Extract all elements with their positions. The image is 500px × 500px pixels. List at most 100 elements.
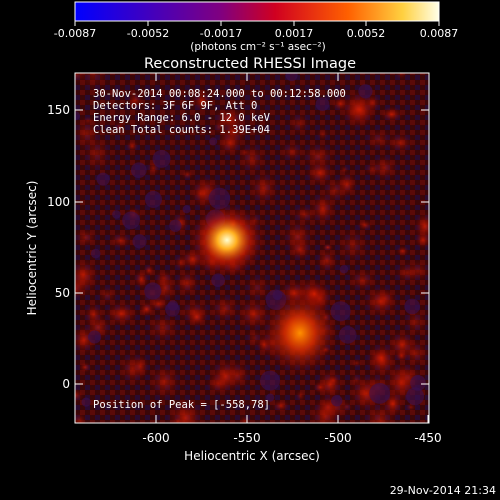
negative-texture xyxy=(266,393,275,402)
negative-texture xyxy=(406,387,425,406)
sidelobe-texture xyxy=(393,261,421,285)
sidelobe-texture xyxy=(108,231,133,250)
sidelobe-texture xyxy=(242,271,272,305)
colorbar-tick-label: -0.0017 xyxy=(200,27,242,40)
sidelobe-texture xyxy=(208,293,241,324)
negative-texture xyxy=(169,219,182,232)
sidelobe-texture xyxy=(75,227,99,248)
negative-texture xyxy=(211,273,225,288)
negative-texture xyxy=(144,190,163,209)
sidelobe-texture xyxy=(414,230,429,249)
sidelobe-texture xyxy=(75,257,100,293)
sidelobe-texture xyxy=(75,115,103,152)
negative-texture xyxy=(122,211,140,230)
sidelobe-texture xyxy=(287,237,313,262)
x-tick-label: -450 xyxy=(414,431,441,445)
y-axis-ticks xyxy=(75,109,429,385)
sidelobe-texture xyxy=(145,311,181,344)
negative-texture xyxy=(167,300,179,311)
sidelobe-texture xyxy=(166,397,205,423)
sidelobe-texture xyxy=(315,368,345,401)
sidelobe-texture xyxy=(113,121,126,133)
sidelobe-texture xyxy=(126,90,145,110)
sidelobe-texture xyxy=(316,127,330,142)
sidelobe-texture xyxy=(290,204,319,225)
sidelobe-texture xyxy=(373,349,390,366)
sidelobe-texture xyxy=(331,95,350,113)
sidelobe-texture xyxy=(402,306,429,338)
negative-texture xyxy=(209,137,218,146)
sidelobe-texture xyxy=(130,353,150,379)
negative-texture xyxy=(182,205,191,214)
negative-texture xyxy=(90,248,101,259)
sidelobe-texture xyxy=(336,171,358,198)
x-tick-label: -550 xyxy=(233,431,260,445)
x-ray-source-peak xyxy=(189,204,265,276)
negative-texture xyxy=(330,301,351,322)
colorbar-tick-label: 0.0087 xyxy=(420,27,459,40)
sidelobe-texture xyxy=(78,361,92,373)
negative-texture xyxy=(331,395,343,407)
sidelobe-texture xyxy=(181,168,194,181)
colorbar-tick-label: 0.0017 xyxy=(275,27,314,40)
annotation-clean: Clean Total counts: 1.39E+04 xyxy=(93,124,270,136)
sidelobe-texture xyxy=(185,306,208,328)
sidelobe-texture xyxy=(216,128,244,158)
negative-texture xyxy=(410,375,426,391)
plot-frame xyxy=(74,72,430,424)
sidelobe-texture xyxy=(271,399,291,413)
sidelobe-texture xyxy=(356,219,373,232)
sidelobe-texture xyxy=(361,284,400,319)
sidelobe-texture xyxy=(237,141,267,176)
negative-texture xyxy=(88,330,102,344)
sidelobe-texture xyxy=(173,268,200,298)
annotation-energy-range: Energy Range: 6.0 - 12.0 keV xyxy=(93,112,271,124)
y-tick-label: 150 xyxy=(47,103,70,117)
sidelobe-texture xyxy=(340,401,354,412)
negative-texture xyxy=(132,234,147,249)
negative-texture xyxy=(152,149,171,168)
sidelobe-texture xyxy=(278,140,306,163)
sidelobe-texture xyxy=(212,106,246,131)
colorbar-unit-label: (photons cm⁻² s⁻¹ asec⁻²) xyxy=(190,41,325,53)
sidelobe-texture xyxy=(394,73,408,80)
sidelobe-texture xyxy=(335,226,370,265)
negative-texture xyxy=(285,73,298,82)
x-tick-label: -600 xyxy=(142,431,169,445)
y-tick-label: 100 xyxy=(47,195,70,209)
sidelobe-texture xyxy=(363,127,394,152)
sidelobe-texture xyxy=(192,185,209,203)
sidelobe-texture xyxy=(172,416,184,423)
colorbar-tick-label: -0.0052 xyxy=(127,27,169,40)
colorbar-tick-label: -0.0087 xyxy=(54,27,96,40)
negative-texture xyxy=(260,370,280,391)
negative-texture xyxy=(75,111,81,121)
sidelobe-texture xyxy=(287,111,311,136)
y-tick-label: 50 xyxy=(55,286,70,300)
annotation-detectors: Detectors: 3F 6F 9F, Att 0 xyxy=(93,100,257,112)
x-axis-label: Heliocentric X (arcsec) xyxy=(184,449,320,463)
sidelobe-texture xyxy=(363,161,382,177)
negative-texture xyxy=(338,326,357,344)
negative-texture xyxy=(96,172,110,186)
sidelobe-texture xyxy=(172,253,189,272)
sidelobe-texture xyxy=(379,106,404,123)
y-axis-label: Heliocentric Y (arcsec) xyxy=(25,181,39,316)
negative-texture xyxy=(339,264,349,274)
sidelobe-texture xyxy=(191,88,212,113)
y-tick-label: 0 xyxy=(62,377,70,391)
negative-texture xyxy=(404,298,421,315)
colorbar: -0.0087 -0.0052 -0.0017 0.0017 0.0052 0.… xyxy=(54,1,459,53)
sidelobe-texture xyxy=(351,358,363,368)
annotation-time-range: 30-Nov-2014 00:08:24.000 to 00:12:58.000 xyxy=(93,88,346,100)
sidelobe-texture xyxy=(248,170,280,207)
sidelobe-texture xyxy=(295,389,306,403)
sidelobe-texture xyxy=(304,159,335,187)
sidelobe-texture xyxy=(209,357,242,395)
x-ray-source-secondary xyxy=(262,291,338,375)
figure-title: Reconstructed RHESSI Image xyxy=(144,56,356,72)
colorbar-tick-label: 0.0052 xyxy=(347,27,386,40)
colorbar-gradient xyxy=(74,1,440,22)
sidelobe-texture xyxy=(75,412,87,423)
negative-texture xyxy=(358,84,373,99)
